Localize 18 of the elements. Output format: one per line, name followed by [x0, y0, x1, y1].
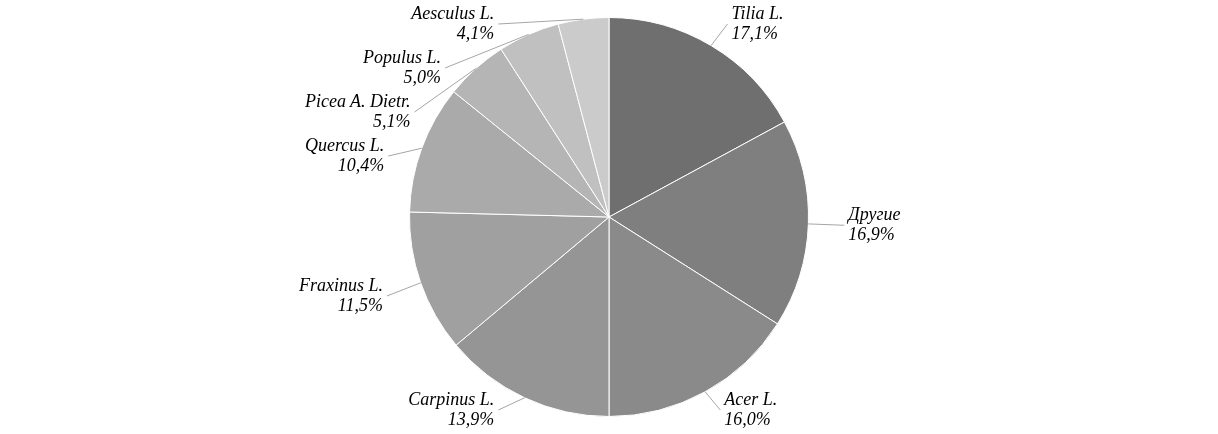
- slice-label: Populus L.: [362, 46, 442, 67]
- slice-label: Carpinus L.: [408, 388, 495, 409]
- data-label: 5,1%: [373, 110, 411, 131]
- data-label: 11,5%: [337, 294, 383, 315]
- slice-label: Другие: [846, 204, 901, 225]
- data-label: 13,9%: [447, 408, 495, 429]
- data-label: 4,1%: [456, 22, 495, 43]
- data-label: 10,4%: [337, 154, 385, 175]
- data-label: 16,0%: [724, 408, 771, 429]
- slice-label: Picea A. Dietr.: [303, 90, 411, 111]
- data-label: 16,9%: [848, 224, 895, 245]
- slice-label: Aesculus L.: [410, 2, 495, 23]
- slice-label: Acer L.: [723, 388, 778, 409]
- data-label: 5,0%: [403, 66, 442, 87]
- slice-label: Quercus L.: [304, 134, 385, 155]
- slice-label: Tilia L.: [731, 2, 784, 23]
- slice-label: Fraxinus L.: [297, 274, 383, 295]
- data-label: 17,1%: [731, 22, 779, 43]
